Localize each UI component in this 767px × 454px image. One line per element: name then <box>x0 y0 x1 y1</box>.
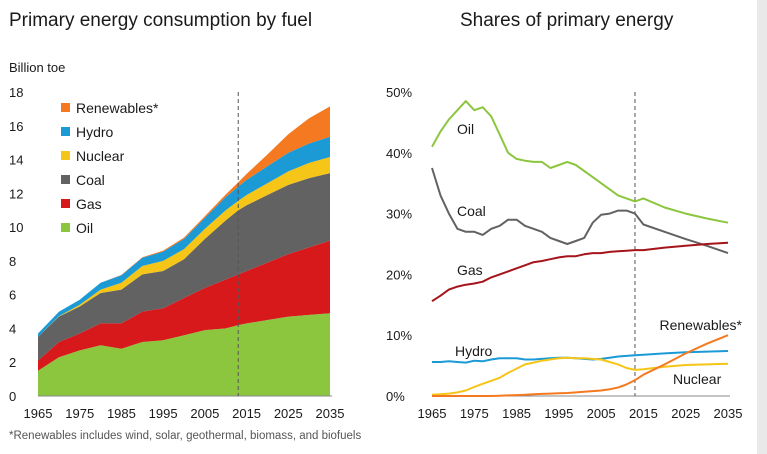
legend-label-coal: Coal <box>76 172 105 188</box>
line-oil <box>431 100 729 224</box>
legend-swatch-nuclear <box>61 151 70 160</box>
right-y-tick: 50% <box>386 85 412 100</box>
left-y-axis-label: Billion toe <box>9 60 66 75</box>
right-x-tick: 1975 <box>460 406 489 421</box>
right-x-tick: 1985 <box>502 406 531 421</box>
right-y-tick: 20% <box>386 267 412 282</box>
right-y-tick: 40% <box>386 146 412 161</box>
left-y-tick: 14 <box>9 153 23 168</box>
left-x-tick: 2025 <box>274 406 303 421</box>
left-y-tick: 10 <box>9 220 23 235</box>
left-y-tick: 0 <box>9 389 16 404</box>
area-oil <box>38 313 330 396</box>
line-label-oil: Oil <box>457 121 474 137</box>
left-x-tick: 1985 <box>107 406 136 421</box>
line-label-gas: Gas <box>457 262 483 278</box>
left-y-tick: 2 <box>9 355 16 370</box>
left-chart-title: Primary energy consumption by fuel <box>9 10 313 31</box>
area-hydro <box>38 136 330 337</box>
legend-swatch-coal <box>61 175 70 184</box>
legend-swatch-gas <box>61 199 70 208</box>
right-x-tick: 2015 <box>629 406 658 421</box>
line-label-hydro: Hydro <box>455 343 493 359</box>
legend-swatch-renewables <box>61 103 70 112</box>
line-nuclear <box>431 356 729 396</box>
line-gas <box>431 241 729 303</box>
left-y-tick: 16 <box>9 119 23 134</box>
left-y-tick: 4 <box>9 321 16 336</box>
legend-label-hydro: Hydro <box>76 124 114 140</box>
area-renewables <box>38 106 330 334</box>
legend-label-nuclear: Nuclear <box>76 148 125 164</box>
left-x-tick: 1995 <box>149 406 178 421</box>
window-edge <box>757 0 767 454</box>
area-gas <box>38 240 330 371</box>
footnote: *Renewables includes wind, solar, geothe… <box>9 430 362 442</box>
left-x-tick: 2005 <box>190 406 219 421</box>
right-y-tick: 10% <box>386 328 412 343</box>
right-y-tick: 30% <box>386 207 412 222</box>
right-x-tick: 2025 <box>671 406 700 421</box>
left-y-tick: 12 <box>9 186 23 201</box>
right-x-tick: 1965 <box>418 406 447 421</box>
right-y-tick: 0% <box>386 389 405 404</box>
left-x-tick: 2035 <box>316 406 345 421</box>
left-x-tick: 1965 <box>24 406 53 421</box>
area-coal <box>38 173 330 361</box>
right-x-tick: 2005 <box>587 406 616 421</box>
area-nuclear <box>38 157 330 337</box>
right-chart-title: Shares of primary energy <box>460 10 674 31</box>
right-x-tick: 1995 <box>544 406 573 421</box>
line-label-coal: Coal <box>457 203 486 219</box>
legend-swatch-oil <box>61 223 70 232</box>
left-x-tick: 1975 <box>65 406 94 421</box>
left-x-tick: 2015 <box>232 406 261 421</box>
legend-label-gas: Gas <box>76 196 102 212</box>
left-y-tick: 8 <box>9 254 16 269</box>
legend-swatch-hydro <box>61 127 70 136</box>
right-x-tick: 2035 <box>714 406 743 421</box>
line-label-nuclear: Nuclear <box>673 371 722 387</box>
line-coal <box>431 167 729 255</box>
line-label-renewables: Renewables* <box>660 317 743 333</box>
left-y-tick: 18 <box>9 85 23 100</box>
legend-label-oil: Oil <box>76 220 93 236</box>
line-renewables <box>432 334 729 397</box>
legend-label-renewables: Renewables* <box>76 100 159 116</box>
left-y-tick: 6 <box>9 288 16 303</box>
